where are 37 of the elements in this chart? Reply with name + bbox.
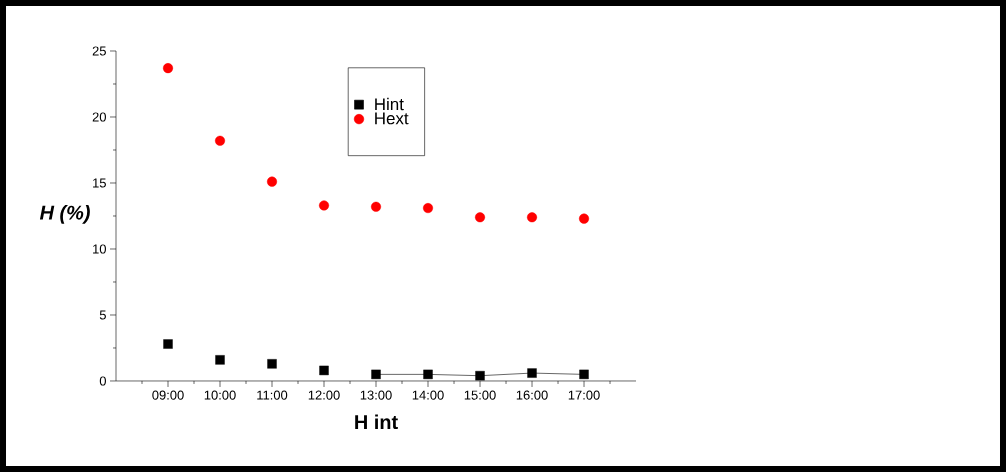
x-tick-label: 10:00	[204, 390, 236, 400]
point	[319, 365, 329, 376]
point	[527, 368, 537, 378]
x-tick-label: 15:00	[464, 390, 496, 400]
point	[215, 135, 226, 146]
x-tick-label: 14:00	[412, 390, 444, 400]
point	[527, 212, 538, 223]
x-tick-label: 11:00	[257, 390, 288, 400]
y-tick-label: 0	[99, 376, 106, 386]
x-axis-title: H int	[355, 414, 398, 430]
point	[579, 369, 589, 380]
y-tick-label: 10	[93, 244, 106, 254]
point	[267, 359, 277, 369]
x-tick-label: 09:00	[152, 390, 184, 400]
x-tick-label: 12:00	[308, 390, 340, 400]
point	[163, 339, 173, 349]
point	[163, 63, 174, 74]
point	[579, 213, 590, 224]
point	[319, 200, 330, 211]
point	[215, 355, 225, 365]
y-tick-label: 20	[92, 112, 106, 122]
y-tick-label: 5	[99, 310, 106, 320]
x-tick-label: 13:00	[360, 390, 392, 400]
y-axis-title: H (%)	[39, 205, 90, 224]
point	[423, 369, 433, 380]
y-tick-label: 25	[92, 46, 106, 56]
point	[423, 203, 434, 214]
x-tick-label: 16:00	[516, 390, 548, 400]
point	[267, 176, 278, 187]
legend-label: Hext	[375, 112, 409, 125]
point	[371, 369, 381, 380]
point	[475, 212, 486, 223]
y-tick-label: 15	[93, 178, 106, 188]
point	[371, 201, 382, 212]
legend-label: Hint	[375, 97, 404, 111]
x-tick-label: 17:00	[568, 390, 600, 400]
point	[475, 371, 485, 381]
